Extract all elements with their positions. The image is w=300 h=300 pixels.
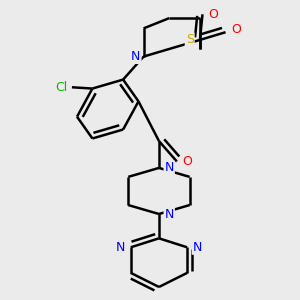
Text: S: S: [186, 33, 194, 46]
Text: N: N: [131, 50, 141, 63]
Text: N: N: [116, 241, 125, 254]
Text: N: N: [193, 241, 202, 254]
Text: Cl: Cl: [56, 81, 68, 94]
Text: N: N: [164, 161, 174, 174]
Text: O: O: [208, 8, 218, 21]
Text: N: N: [164, 208, 174, 220]
Text: O: O: [231, 23, 241, 36]
Text: O: O: [182, 155, 192, 168]
